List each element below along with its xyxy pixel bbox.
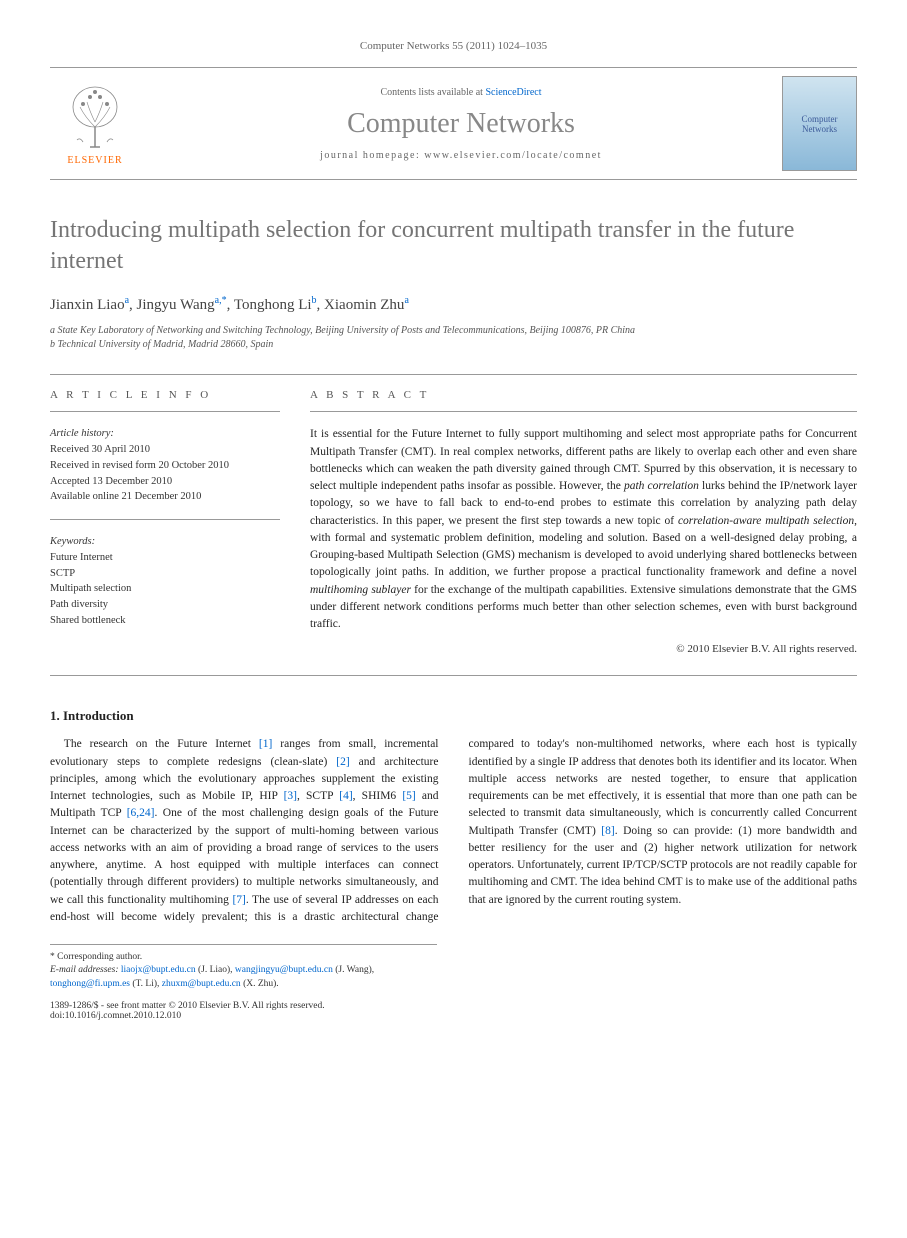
author[interactable]: Tonghong Li (234, 297, 312, 313)
abstract-italic: multihoming sublayer (310, 584, 411, 596)
email-link[interactable]: liaojx@bupt.edu.cn (121, 965, 196, 975)
keyword: Future Internet (50, 550, 280, 566)
history-line: Available online 21 December 2010 (50, 489, 280, 505)
emails-label: E-mail addresses: (50, 965, 119, 975)
elsevier-label: ELSEVIER (67, 155, 122, 166)
body-columns: The research on the Future Internet [1] … (50, 736, 857, 926)
history-line: Received in revised form 20 October 2010 (50, 458, 280, 474)
abstract-text: It is essential for the Future Internet … (310, 426, 857, 633)
reference-link[interactable]: [2] (336, 756, 349, 768)
keyword: Path diversity (50, 597, 280, 613)
email-who: (J. Wang), (335, 965, 374, 975)
article-info: A R T I C L E I N F O Article history: R… (50, 389, 280, 655)
article-history: Article history: Received 30 April 2010 … (50, 426, 280, 505)
elsevier-tree-icon (65, 82, 125, 152)
author-list: Jianxin Liaoa, Jingyu Wanga,*, Tonghong … (50, 295, 857, 314)
footnotes: * Corresponding author. E-mail addresses… (50, 944, 437, 991)
abstract-heading: A B S T R A C T (310, 389, 857, 401)
abstract: A B S T R A C T It is essential for the … (310, 389, 857, 655)
author[interactable]: Xiaomin Zhu (324, 297, 404, 313)
keyword: Shared bottleneck (50, 613, 280, 629)
journal-homepage[interactable]: journal homepage: www.elsevier.com/locat… (320, 150, 602, 161)
journal-citation: Computer Networks 55 (2011) 1024–1035 (50, 40, 857, 52)
email-link[interactable]: wangjingyu@bupt.edu.cn (235, 965, 333, 975)
author-aff: a (125, 295, 129, 306)
reference-link[interactable]: [6,24] (127, 807, 155, 819)
masthead: ELSEVIER Contents lists available at Sci… (50, 67, 857, 180)
reference-link[interactable]: [7] (232, 894, 245, 906)
history-label: Article history: (50, 426, 280, 442)
doi-line[interactable]: doi:10.1016/j.comnet.2010.12.010 (50, 1011, 325, 1021)
issn-line: 1389-1286/$ - see front matter © 2010 El… (50, 1001, 325, 1011)
keywords: Keywords: Future Internet SCTP Multipath… (50, 534, 280, 629)
article-info-heading: A R T I C L E I N F O (50, 389, 280, 401)
affiliation-line: a State Key Laboratory of Networking and… (50, 324, 857, 338)
email-link[interactable]: zhuxm@bupt.edu.cn (162, 979, 241, 989)
abstract-copyright: © 2010 Elsevier B.V. All rights reserved… (310, 643, 857, 655)
reference-link[interactable]: [3] (284, 790, 297, 802)
bottom-bar: 1389-1286/$ - see front matter © 2010 El… (50, 1001, 857, 1021)
cover-text: Computer Networks (788, 114, 851, 134)
history-line: Received 30 April 2010 (50, 442, 280, 458)
contents-label: Contents lists available at (380, 87, 485, 98)
abstract-italic: correlation-aware multipath selection (678, 515, 854, 527)
elsevier-logo[interactable]: ELSEVIER (50, 76, 140, 171)
author[interactable]: Jianxin Liao (50, 297, 125, 313)
sciencedirect-line: Contents lists available at ScienceDirec… (380, 87, 541, 98)
divider (50, 411, 280, 412)
history-line: Accepted 13 December 2010 (50, 474, 280, 490)
email-who: (J. Liao), (198, 965, 233, 975)
sciencedirect-link[interactable]: ScienceDirect (485, 87, 541, 98)
divider (310, 411, 857, 412)
reference-link[interactable]: [5] (402, 790, 415, 802)
reference-link[interactable]: [1] (259, 738, 272, 750)
journal-cover-thumbnail[interactable]: Computer Networks (782, 76, 857, 171)
corresponding-author: * Corresponding author. (50, 951, 437, 964)
email-who: (X. Zhu). (243, 979, 279, 989)
keyword: SCTP (50, 566, 280, 582)
author[interactable]: Jingyu Wang (137, 297, 215, 313)
reference-link[interactable]: [4] (339, 790, 352, 802)
author-aff: b (312, 295, 317, 306)
divider (50, 374, 857, 375)
email-who: (T. Li), (132, 979, 159, 989)
divider (50, 675, 857, 676)
bottom-left: 1389-1286/$ - see front matter © 2010 El… (50, 1001, 325, 1021)
article-title: Introducing multipath selection for conc… (50, 215, 857, 277)
keyword: Multipath selection (50, 581, 280, 597)
body-span: , SCTP (297, 790, 339, 802)
masthead-center: Contents lists available at ScienceDirec… (140, 76, 782, 171)
email-link[interactable]: tonghong@fi.upm.es (50, 979, 130, 989)
email-addresses: E-mail addresses: liaojx@bupt.edu.cn (J.… (50, 964, 437, 991)
author-aff: a,* (215, 295, 227, 306)
body-span: , SHIM6 (353, 790, 403, 802)
author-aff: a (404, 295, 408, 306)
body-paragraph: The research on the Future Internet [1] … (50, 736, 857, 926)
body-span: The research on the Future Internet (64, 738, 259, 750)
affiliation-line: b Technical University of Madrid, Madrid… (50, 338, 857, 352)
section-heading-intro: 1. Introduction (50, 708, 857, 724)
divider (50, 519, 280, 520)
keywords-label: Keywords: (50, 534, 280, 550)
abstract-italic: path correlation (624, 480, 699, 492)
reference-link[interactable]: [8] (601, 825, 614, 837)
affiliations: a State Key Laboratory of Networking and… (50, 324, 857, 352)
journal-title: Computer Networks (347, 108, 575, 140)
info-abstract-row: A R T I C L E I N F O Article history: R… (50, 389, 857, 655)
